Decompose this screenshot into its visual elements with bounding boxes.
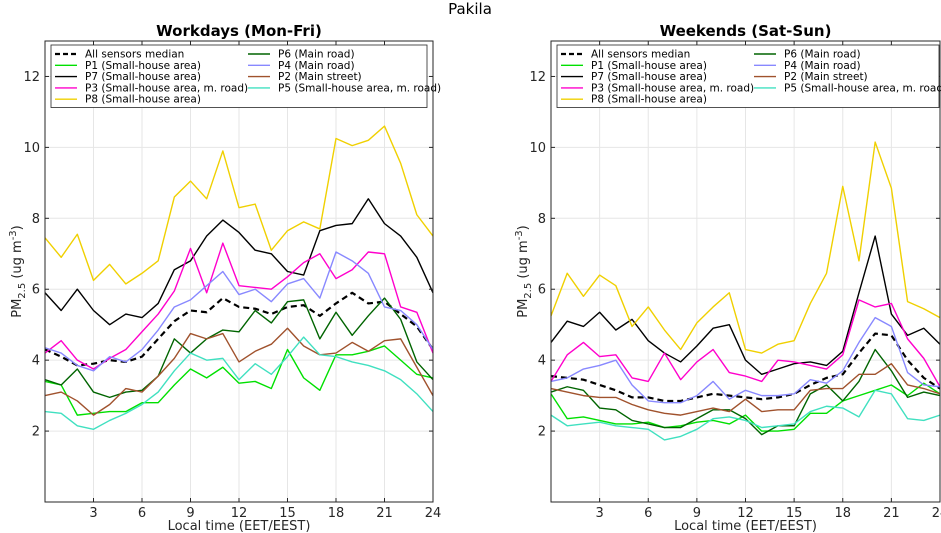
y-tick-label: 10 xyxy=(529,141,546,156)
series-line-4 xyxy=(550,141,941,354)
y-tick-label: 6 xyxy=(538,283,546,298)
y-tick-label: 12 xyxy=(529,70,546,85)
x-tick-label: 9 xyxy=(693,506,701,521)
series-line-8 xyxy=(550,389,941,441)
series-line-5 xyxy=(550,348,941,436)
series-line-7 xyxy=(44,327,434,416)
y-axis-label: PM2.5 (ug m-3) xyxy=(514,225,534,318)
series-line-4 xyxy=(44,125,434,285)
x-tick-label: 24 xyxy=(425,506,442,521)
legend-label-0: All sensors median xyxy=(85,49,184,61)
x-tick-label: 12 xyxy=(737,506,754,521)
legend-label-4: P8 (Small-house area) xyxy=(591,94,707,106)
series-line-0 xyxy=(44,291,434,367)
legend-label-5: P6 (Main road) xyxy=(784,49,861,61)
y-axis-label-part-0: PM xyxy=(10,299,25,318)
legend-label-4: P8 (Small-house area) xyxy=(85,94,201,106)
x-tick-label: 3 xyxy=(595,506,603,521)
series-line-2 xyxy=(550,235,941,376)
x-tick-label: 6 xyxy=(644,506,652,521)
legend-label-7: P2 (Main street) xyxy=(278,71,362,83)
legend-label-7: P2 (Main street) xyxy=(784,71,868,83)
legend-box xyxy=(50,44,428,108)
y-axis-label: PM2.5 (ug m-3) xyxy=(8,225,28,318)
x-tick-label: 18 xyxy=(834,506,851,521)
series-line-2 xyxy=(44,198,434,326)
x-axis-label: Local time (EET/EEST) xyxy=(168,519,311,533)
x-tick-label: 24 xyxy=(932,506,941,521)
series-line-6 xyxy=(550,316,941,404)
y-tick-label: 8 xyxy=(32,212,40,227)
x-tick-label: 9 xyxy=(186,506,194,521)
x-tick-label: 21 xyxy=(883,506,900,521)
y-axis-label-part-0: PM xyxy=(516,299,531,318)
chart-title: Workdays (Mon-Fri) xyxy=(156,22,322,40)
y-axis-label-part-2: (ug m xyxy=(10,240,25,283)
series-line-7 xyxy=(550,363,941,416)
legend-label-5: P6 (Main road) xyxy=(278,49,355,61)
y-tick-label: 2 xyxy=(32,425,40,440)
legend-label-6: P4 (Main road) xyxy=(278,60,355,72)
y-tick-label: 12 xyxy=(23,70,40,85)
x-tick-label: 15 xyxy=(786,506,803,521)
legend-label-2: P7 (Small-house area) xyxy=(85,71,201,83)
x-tick-label: 6 xyxy=(138,506,146,521)
legend-label-3: P3 (Small-house area, m. road) xyxy=(85,82,248,94)
y-tick-label: 6 xyxy=(32,283,40,298)
y-tick-label: 2 xyxy=(538,425,546,440)
y-tick-label: 10 xyxy=(23,141,40,156)
y-axis-label-part-3: -3 xyxy=(8,230,19,240)
x-tick-label: 18 xyxy=(328,506,345,521)
legend-label-3: P3 (Small-house area, m. road) xyxy=(591,82,754,94)
legend-label-2: P7 (Small-house area) xyxy=(591,71,707,83)
series-line-8 xyxy=(44,336,434,430)
y-tick-label: 4 xyxy=(32,354,40,369)
series-line-3 xyxy=(550,299,941,388)
chart-panel-1: 369121518212424681012Weekends (Sat-Sun)L… xyxy=(514,22,941,533)
legend-label-8: P5 (Small-house area, m. road) xyxy=(784,82,941,94)
legend-label-1: P1 (Small-house area) xyxy=(85,60,201,72)
y-tick-label: 4 xyxy=(538,354,546,369)
y-axis-label-part-4: ) xyxy=(516,225,531,230)
series-line-3 xyxy=(44,242,434,370)
x-tick-label: 12 xyxy=(231,506,248,521)
y-axis-label-part-3: -3 xyxy=(514,230,525,240)
y-axis-label-part-1: 2.5 xyxy=(523,283,534,299)
legend-box xyxy=(556,44,940,108)
y-axis-label-part-2: (ug m xyxy=(516,240,531,283)
y-axis-label-part-4: ) xyxy=(10,225,25,230)
x-axis-label: Local time (EET/EEST) xyxy=(674,519,817,533)
legend-label-6: P4 (Main road) xyxy=(784,60,861,72)
chart-title: Weekends (Sat-Sun) xyxy=(660,22,832,40)
y-axis-label-part-1: 2.5 xyxy=(17,283,28,299)
series-line-5 xyxy=(44,297,434,399)
y-tick-label: 8 xyxy=(538,212,546,227)
legend-label-8: P5 (Small-house area, m. road) xyxy=(278,82,441,94)
legend-label-1: P1 (Small-house area) xyxy=(591,60,707,72)
x-tick-label: 21 xyxy=(376,506,393,521)
legend-label-0: All sensors median xyxy=(591,49,690,61)
series-line-6 xyxy=(44,251,434,372)
x-tick-label: 3 xyxy=(89,506,97,521)
x-tick-label: 15 xyxy=(279,506,296,521)
series-line-0 xyxy=(550,332,941,403)
figure-title: Pakila xyxy=(448,0,492,18)
